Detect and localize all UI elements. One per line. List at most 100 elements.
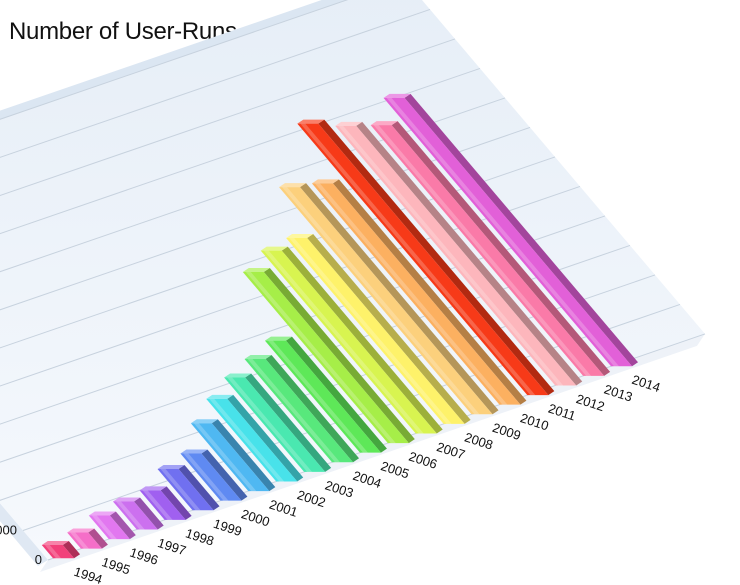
x-tick-label: 2014 [630, 372, 662, 395]
bar-side [307, 234, 471, 424]
bar-top [297, 119, 325, 124]
chart-title: Number of User-Runs [9, 18, 237, 45]
bar-highlight [314, 183, 508, 405]
bar-highlight [386, 97, 620, 367]
bar-front [41, 544, 75, 559]
gridline [0, 38, 456, 197]
bar-front [311, 183, 521, 405]
bar-side [332, 179, 527, 405]
bar-front [370, 125, 605, 376]
bar-side [265, 355, 360, 463]
bar-side [160, 486, 192, 520]
bar-highlight [338, 125, 564, 386]
bar-2003 [224, 373, 332, 472]
bar-side [227, 394, 304, 482]
bar-highlight [91, 515, 117, 540]
bar-top [190, 419, 218, 424]
bar-top [206, 394, 234, 399]
bar-highlight [289, 238, 452, 424]
bar-highlight [227, 377, 313, 472]
bar-front [279, 187, 493, 415]
bar-highlight [267, 340, 368, 453]
bar-top [180, 449, 208, 454]
bar-highlight [209, 398, 285, 482]
bar-side [300, 183, 499, 415]
bar-2002 [206, 394, 304, 482]
bar-1996 [88, 511, 136, 540]
bar-2001 [190, 419, 276, 492]
y-tick-label: 1000 [0, 523, 17, 538]
bar-side [263, 267, 415, 444]
bar-top [242, 267, 270, 272]
chart-back-wall [0, 0, 705, 560]
bar-side [109, 511, 136, 540]
bar-front [244, 359, 354, 463]
bar-side [201, 449, 248, 501]
bar-side [356, 121, 583, 386]
bar-top [260, 246, 288, 251]
bar-highlight [263, 250, 424, 434]
bar-side [391, 121, 611, 376]
bar-front [242, 271, 409, 444]
bar-side [318, 119, 555, 396]
bar-2006 [242, 267, 415, 444]
bar-side [404, 93, 639, 367]
bar-side [133, 497, 164, 530]
bar-front [139, 490, 186, 520]
bar-2008 [286, 234, 471, 424]
bar-2004 [244, 355, 360, 463]
x-tick-label: 2011 [546, 401, 577, 424]
bar-2013 [370, 121, 611, 376]
bar-highlight [245, 271, 396, 444]
bar-highlight [70, 532, 89, 549]
bar-side [285, 336, 387, 453]
bar-front [335, 125, 577, 386]
bar-front [157, 468, 214, 511]
bar-highlight [44, 544, 62, 559]
bar-highlight [115, 501, 145, 530]
gridline [0, 8, 431, 158]
bar-front [206, 398, 298, 482]
bar-highlight [282, 187, 480, 415]
bar-highlight [300, 123, 536, 396]
bar-2012 [335, 121, 583, 386]
gridline [0, 0, 349, 120]
y-tick-label: 0 [35, 552, 42, 567]
bar-front [297, 123, 549, 396]
bar-side [281, 246, 443, 434]
bar-highlight [160, 468, 201, 511]
bar-top [311, 179, 339, 184]
bar-1994 [41, 540, 81, 559]
bar-highlight [193, 423, 257, 492]
bar-top [264, 336, 292, 341]
bar-top [279, 183, 307, 188]
bar-top [335, 121, 363, 126]
chart-wall-left [0, 503, 48, 566]
x-tick-label: 1994 [72, 564, 104, 585]
bar-1998 [139, 486, 192, 520]
bar-1997 [112, 497, 164, 530]
bar-top [67, 528, 95, 533]
bar-top [244, 355, 272, 360]
bar-front [264, 340, 381, 453]
bar-front [260, 250, 437, 434]
bar-top [41, 540, 69, 545]
bar-front [286, 238, 465, 424]
bar-2009 [279, 183, 499, 415]
bar-front [383, 97, 633, 367]
bar-highlight [373, 125, 592, 376]
bar-top [286, 234, 314, 239]
bar-top [224, 373, 252, 378]
bar-front [190, 423, 270, 492]
bar-top [383, 93, 411, 98]
bar-front [180, 453, 242, 501]
bar-side [245, 373, 332, 472]
bar-side [211, 419, 276, 492]
bar-1995 [67, 528, 108, 549]
bar-2007 [260, 246, 443, 434]
bar-side [88, 528, 108, 549]
bar-highlight [183, 453, 229, 501]
bar-front [67, 532, 102, 549]
bar-top [139, 486, 167, 491]
